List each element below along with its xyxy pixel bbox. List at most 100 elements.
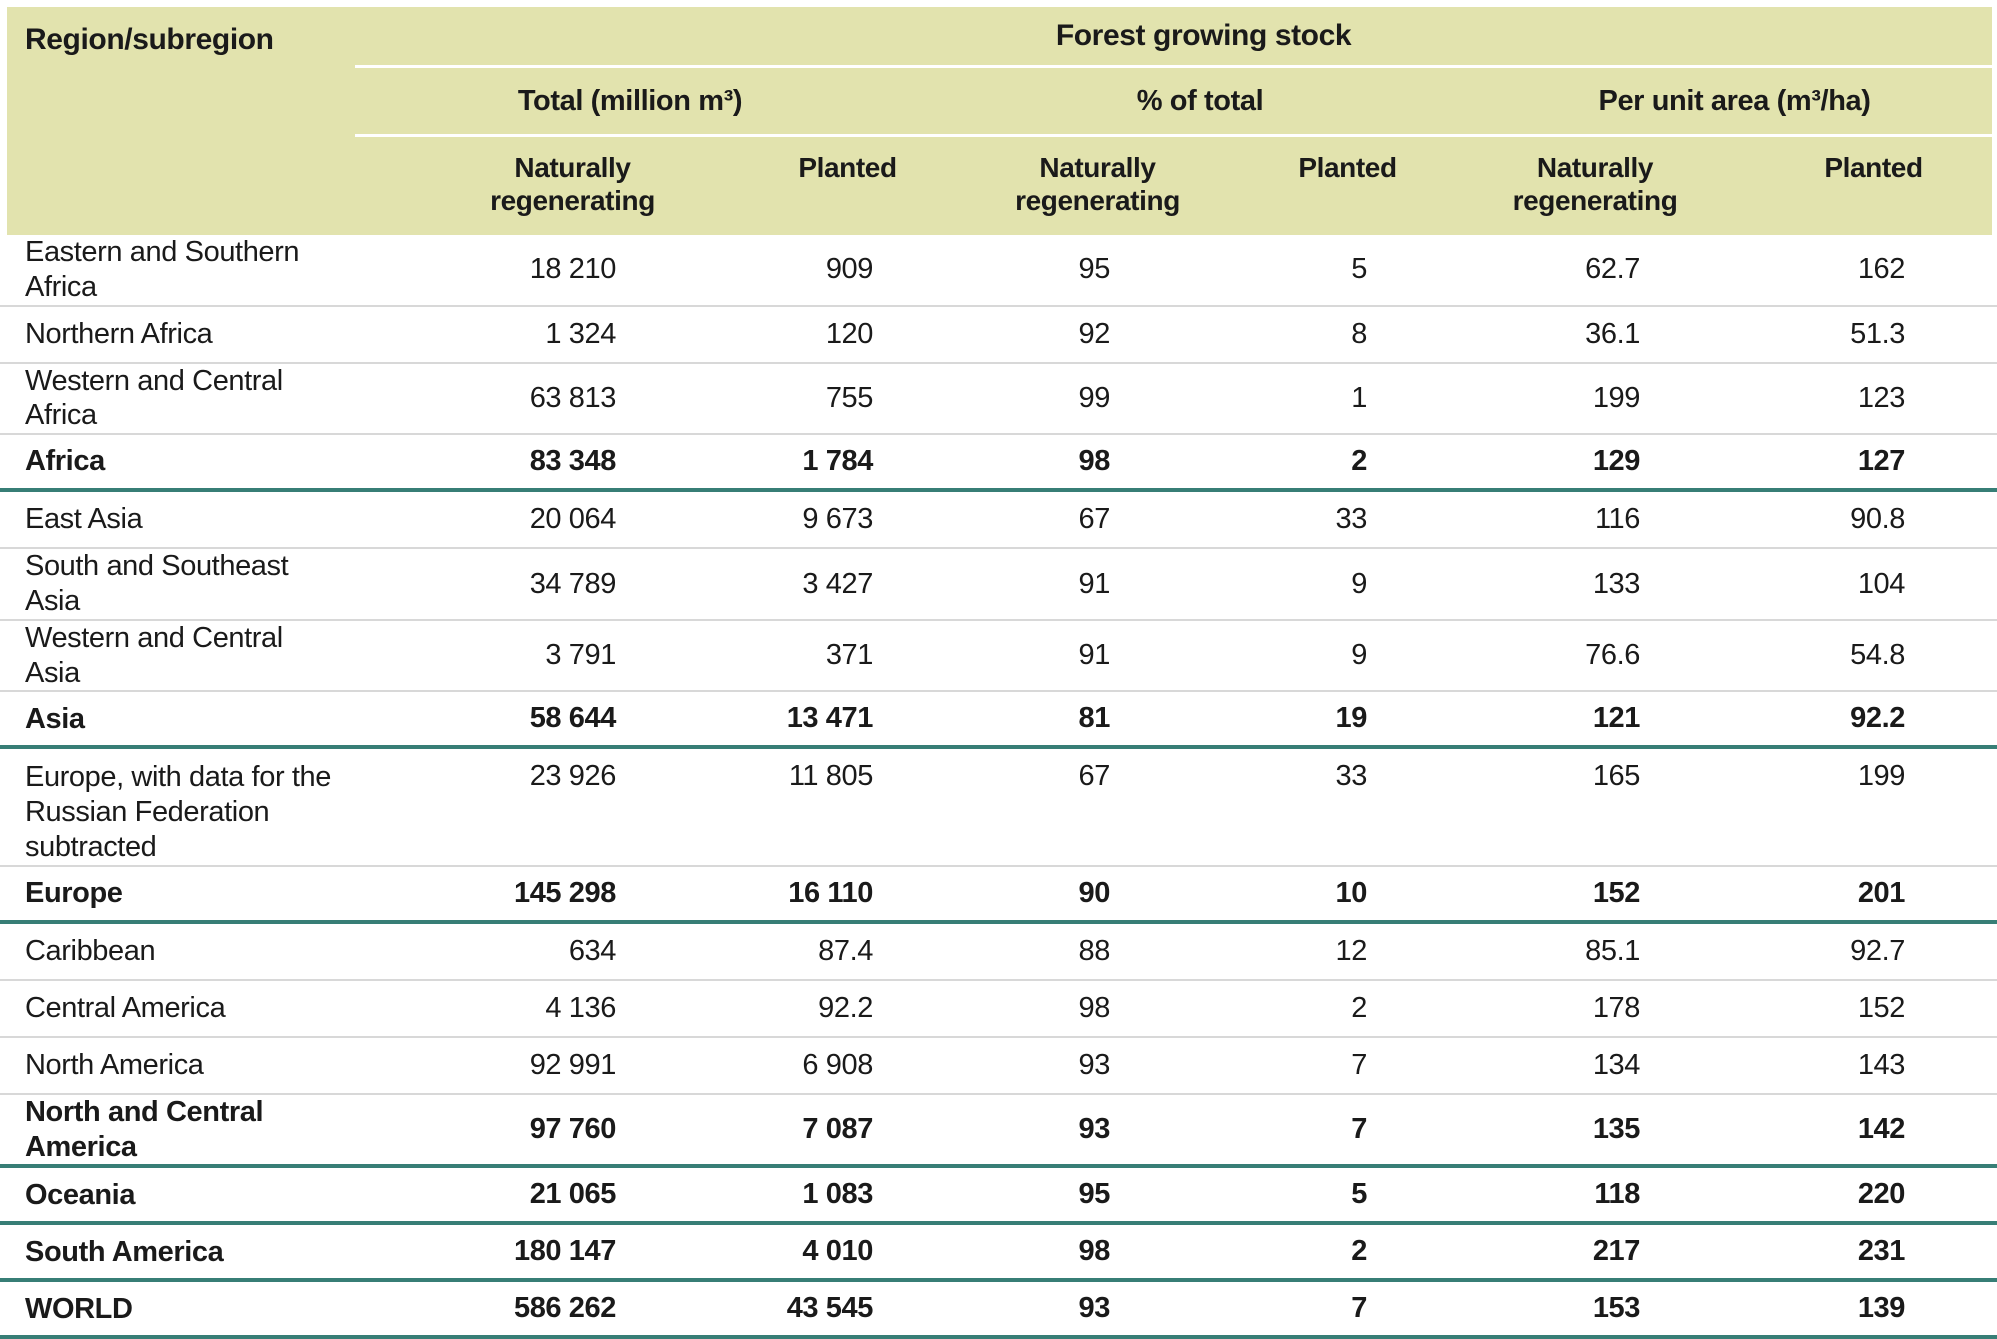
- value-cell: 135: [1592, 1113, 1641, 1146]
- value-cell: 4 010: [802, 1235, 873, 1268]
- forest-growing-stock-table: Region/subregion Forest growing stock To…: [0, 7, 1997, 1339]
- value-cell: 1: [1351, 381, 1367, 414]
- table-row: Western and Central Africa 63 813 755 99 1 19…: [0, 364, 1997, 436]
- table-row: Western and Central Asia 3 791 371 91 9 76.6 5…: [0, 621, 1997, 693]
- value-cell: 371: [825, 639, 874, 672]
- value-cell: 104: [1857, 567, 1906, 600]
- value-cell: 5: [1351, 253, 1367, 286]
- value-cell: 3 791: [545, 639, 616, 672]
- value-cell: 33: [1335, 503, 1368, 536]
- group-header-total: Total (million m³): [517, 84, 743, 117]
- value-cell: 93: [1078, 1048, 1111, 1081]
- value-cell: 81: [1078, 702, 1111, 735]
- value-cell: 139: [1857, 1292, 1906, 1325]
- table-row: Northern Africa 1 324 120 92 8 36.1 51.3: [0, 307, 1997, 364]
- value-cell: 85.1: [1585, 934, 1640, 967]
- subheader-planted: Planted: [1715, 137, 1997, 235]
- value-cell: 586 262: [513, 1292, 616, 1325]
- subheader-label: Naturally regenerating: [490, 152, 655, 217]
- value-cell: 54.8: [1850, 639, 1905, 672]
- value-cell: 1 083: [802, 1178, 873, 1211]
- value-cell: 92.2: [1850, 702, 1905, 735]
- value-cell: 1 324: [545, 317, 616, 350]
- value-cell: 123: [1857, 381, 1906, 414]
- value-cell: 20 064: [529, 503, 617, 536]
- group-header-percent-of-total: % of total: [1136, 84, 1264, 117]
- value-cell: 9: [1351, 639, 1367, 672]
- value-cell: 90: [1078, 876, 1111, 909]
- region-cell: Africa: [25, 445, 105, 478]
- value-cell: 92.2: [818, 991, 873, 1024]
- value-cell: 7: [1351, 1113, 1367, 1146]
- value-cell: 16 110: [788, 876, 873, 909]
- value-cell: 92.7: [1850, 934, 1905, 967]
- region-cell: South America: [25, 1235, 224, 1268]
- region-cell: Northern Africa: [25, 317, 213, 350]
- value-cell: 145 298: [513, 876, 616, 909]
- value-cell: 2: [1351, 445, 1367, 478]
- value-cell: 5: [1351, 1178, 1367, 1211]
- value-cell: 199: [1592, 381, 1641, 414]
- table-row: North and Central America 97 760 7 087 93 7 1…: [0, 1095, 1997, 1169]
- table-header: Region/subregion Forest growing stock To…: [7, 7, 1992, 236]
- value-cell: 36.1: [1585, 317, 1640, 350]
- value-cell: 83 348: [529, 445, 617, 478]
- header-divider-line: [355, 134, 1992, 137]
- value-cell: 92 991: [529, 1048, 617, 1081]
- value-cell: 120: [825, 317, 874, 350]
- value-cell: 153: [1592, 1292, 1641, 1325]
- value-cell: 13 471: [786, 702, 874, 735]
- table-row: Oceania 21 065 1 083 95 5 118 220: [0, 1168, 1997, 1226]
- value-cell: 165: [1592, 760, 1641, 793]
- subheader-naturally-regenerating: Naturally regenerating: [425, 137, 720, 235]
- value-cell: 92: [1078, 317, 1111, 350]
- subheader-label: Naturally regenerating: [1512, 152, 1678, 217]
- subheader-planted: Planted: [1220, 137, 1475, 235]
- value-cell: 99: [1078, 381, 1111, 414]
- value-cell: 2: [1351, 991, 1367, 1024]
- value-cell: 199: [1857, 760, 1906, 793]
- value-cell: 162: [1857, 253, 1906, 286]
- value-cell: 87.4: [818, 934, 873, 967]
- value-cell: 10: [1335, 876, 1368, 909]
- value-cell: 4 136: [545, 991, 616, 1024]
- table-row: Asia 58 644 13 471 81 19 121 92.2: [0, 692, 1997, 750]
- value-cell: 3 427: [802, 567, 873, 600]
- value-cell: 152: [1592, 876, 1641, 909]
- value-cell: 201: [1857, 876, 1906, 909]
- value-cell: 143: [1857, 1048, 1906, 1081]
- value-cell: 88: [1078, 934, 1111, 967]
- value-cell: 19: [1335, 702, 1368, 735]
- table-row: Europe 145 298 16 110 90 10 152 201: [0, 867, 1997, 924]
- value-cell: 9: [1351, 567, 1367, 600]
- region-cell: Central America: [25, 991, 226, 1024]
- region-cell: East Asia: [25, 503, 143, 536]
- region-cell: Europe: [25, 876, 123, 909]
- value-cell: 8: [1351, 317, 1367, 350]
- value-cell: 6 908: [802, 1048, 873, 1081]
- value-cell: 909: [825, 253, 874, 286]
- value-cell: 118: [1594, 1178, 1640, 1211]
- value-cell: 755: [825, 381, 874, 414]
- value-cell: 7 087: [802, 1113, 873, 1146]
- value-cell: 11 805: [788, 760, 874, 793]
- value-cell: 95: [1078, 253, 1111, 286]
- value-cell: 18 210: [529, 253, 617, 286]
- value-cell: 23 926: [529, 760, 617, 793]
- value-cell: 21 065: [529, 1178, 617, 1211]
- subheader-planted: Planted: [720, 137, 975, 235]
- region-cell: South and Southeast Asia: [25, 550, 289, 618]
- subheader-naturally-regenerating: Naturally regenerating: [975, 137, 1220, 235]
- subheader-label: Planted: [1298, 152, 1397, 183]
- value-cell: 180 147: [513, 1235, 616, 1268]
- table-row: South and Southeast Asia 34 789 3 427 91 9 13…: [0, 549, 1997, 621]
- value-cell: 231: [1857, 1235, 1906, 1268]
- value-cell: 142: [1857, 1113, 1906, 1146]
- table-title: Forest growing stock: [1055, 19, 1352, 52]
- value-cell: 58 644: [529, 702, 617, 735]
- group-header-per-unit-area: Per unit area (m³/ha): [1598, 84, 1871, 117]
- value-cell: 62.7: [1585, 253, 1640, 286]
- value-cell: 34 789: [529, 567, 617, 600]
- region-cell: Europe, with data for the Russian Federa…: [25, 761, 331, 864]
- value-cell: 1 784: [802, 445, 873, 478]
